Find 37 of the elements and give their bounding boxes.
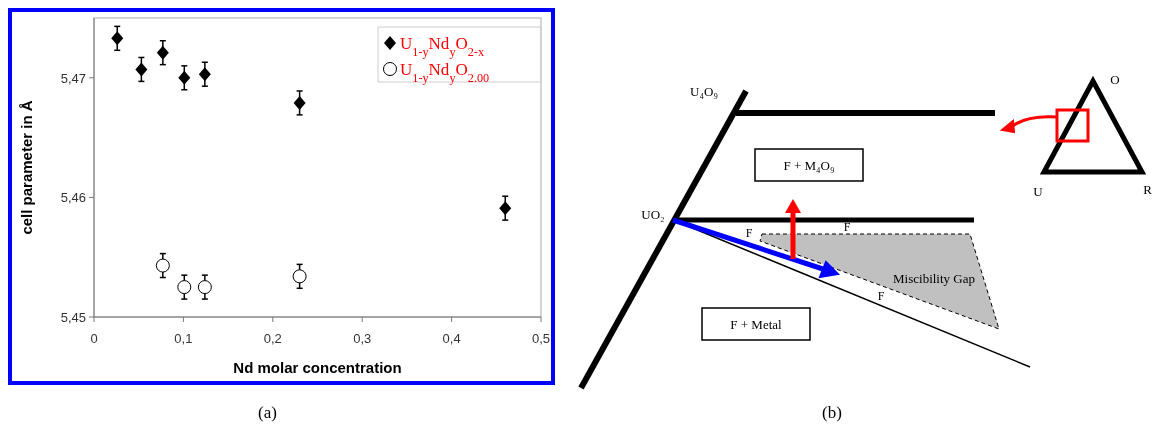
x-tick-label: 0,5 [531,331,551,346]
x-tick-label: 0,1 [174,331,193,346]
point [293,95,306,110]
point [135,62,148,77]
legend-label: U$_{1-y}$Nd$_{y}$O$_{2-x}$ [400,34,485,59]
text: F [745,226,753,240]
x-tick-label: 0,4 [442,331,461,346]
x-axis-title: Nd molar concentration [233,359,402,376]
text: UO₂ [641,207,665,222]
text: (b) [822,403,842,422]
text: Miscibility Gap [893,271,975,286]
y-tick-label: 5,46 [60,190,86,206]
point [198,67,211,82]
y-tick-label: 5,45 [60,310,86,325]
text: (a) [258,403,277,422]
y-tick-label: 5,47 [60,70,86,86]
text: F [877,289,885,303]
point [156,45,169,60]
point [292,269,307,284]
x-tick-label: 0,2 [263,331,282,346]
point [177,280,192,295]
legend-label: U$_{1-y}$Nd$_{y}$O$_{2.00}$ [400,60,490,85]
point [197,280,212,295]
text: F [843,220,851,234]
x-tick-label: 0,3 [353,331,372,346]
text: R [1143,182,1153,197]
text: O [1110,72,1120,87]
text: U [1033,184,1044,199]
text: U₄O₉ [690,84,718,99]
y-axis-title: cell parameter in Å [18,100,35,235]
text: F + M₄O₉ [783,158,835,173]
point [499,201,512,216]
point [111,31,124,46]
point [178,70,191,85]
x-tick-label: 0 [90,331,98,346]
point [155,258,170,273]
text: F + Metal [730,317,783,332]
